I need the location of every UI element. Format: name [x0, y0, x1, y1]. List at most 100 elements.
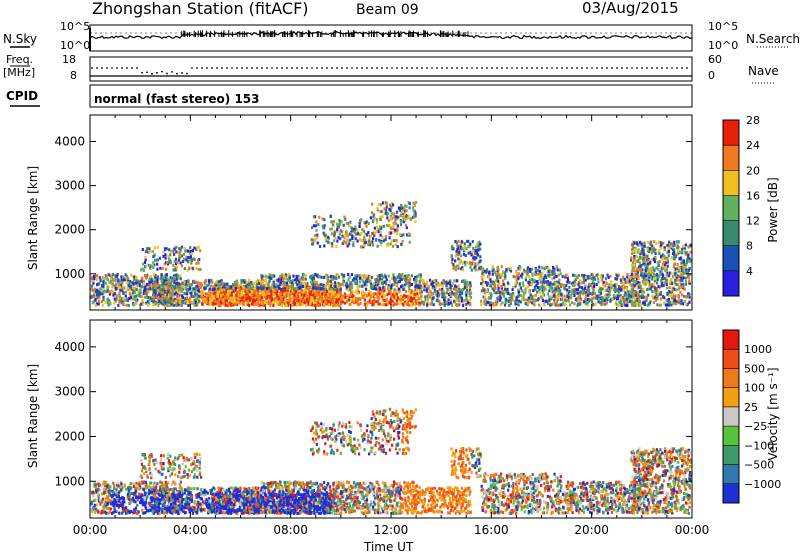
nave-dot [311, 67, 313, 69]
power-cell [92, 300, 95, 304]
power-cell [260, 298, 263, 302]
power-cell [397, 290, 400, 294]
power-cell [236, 281, 239, 285]
power-cell [605, 297, 608, 300]
power-cell [389, 225, 392, 229]
power-cell [126, 297, 129, 301]
power-cell [299, 278, 302, 281]
power-cell [192, 295, 195, 298]
power-cell [138, 293, 141, 297]
power-cell [564, 275, 567, 279]
power-cell [324, 285, 327, 289]
power-cell [264, 292, 267, 296]
power-cell [235, 294, 238, 298]
power-cell [488, 303, 491, 306]
power-cell [514, 275, 517, 279]
n-search-label: N.Search [746, 32, 800, 46]
power-cell [595, 273, 598, 277]
power-cell [341, 296, 344, 300]
power-cell [286, 287, 289, 290]
power-cell [142, 281, 145, 285]
power-cell [388, 301, 391, 305]
power-cell [390, 201, 394, 205]
power-cell [194, 290, 197, 294]
power-cell [154, 274, 157, 277]
power-cell [136, 293, 139, 297]
power-cell [376, 286, 379, 289]
power-cell [165, 291, 168, 295]
power-cell [507, 292, 510, 295]
power-cell [686, 258, 689, 262]
power-cell [566, 294, 569, 298]
power-cell [152, 292, 155, 296]
power-cell [613, 284, 616, 288]
nave-dot [561, 67, 563, 69]
power-cell [649, 285, 652, 289]
power-cell [91, 288, 94, 292]
power-cell [290, 281, 294, 285]
power-cell [376, 207, 379, 210]
nave-dot [221, 67, 223, 69]
power-cell [658, 249, 661, 252]
power-cell [251, 290, 254, 294]
power-cell [312, 286, 315, 290]
power-cell [318, 215, 321, 219]
power-cell [288, 287, 292, 291]
power-cell [394, 228, 397, 232]
power-cell [684, 282, 687, 286]
power-cell [664, 269, 667, 273]
power-cell [277, 303, 281, 307]
power-cell [277, 288, 281, 292]
power-cell [276, 290, 279, 293]
power-cell [329, 274, 333, 278]
power-cell [569, 295, 572, 299]
power-cell [123, 286, 126, 290]
power-cell [248, 283, 251, 286]
power-cell [390, 295, 393, 299]
power-cell [582, 300, 585, 304]
power-cell [124, 276, 127, 280]
power-cell [501, 289, 505, 293]
power-cell [355, 297, 358, 301]
power-cell [378, 225, 381, 229]
power-cell [139, 302, 143, 306]
power-cell [537, 286, 540, 290]
power-cell [203, 295, 206, 299]
power-cell [387, 301, 390, 304]
power-cell [195, 280, 198, 284]
power-cell [329, 284, 333, 288]
power-cell [275, 285, 278, 289]
power-cell [394, 278, 397, 282]
power-cell [641, 248, 644, 252]
power-cell [356, 285, 359, 289]
power-cell [208, 287, 211, 291]
power-cell [358, 225, 361, 228]
power-cell [482, 286, 485, 290]
power-cell [169, 276, 172, 280]
power-cell [326, 281, 329, 285]
power-cell [527, 275, 531, 279]
power-cell [546, 292, 549, 296]
power-cell [186, 283, 189, 287]
power-cell [150, 280, 153, 284]
power-cell [144, 276, 147, 280]
power-cell [549, 295, 552, 298]
power-cell [252, 282, 255, 286]
power-cell [581, 281, 584, 285]
power-cell [591, 286, 594, 290]
power-cell [679, 275, 682, 279]
power-cell [309, 291, 312, 295]
power-cell [399, 214, 402, 218]
power-cell [333, 239, 336, 243]
power-cell [639, 285, 642, 289]
power-cell [214, 302, 217, 306]
power-cell [406, 274, 409, 278]
power-cell [413, 213, 416, 217]
power-cell [375, 293, 379, 296]
power-cell [296, 303, 300, 307]
power-cell [169, 293, 172, 297]
power-cell [396, 232, 399, 235]
power-cell [657, 263, 660, 267]
power-cell [384, 238, 387, 242]
